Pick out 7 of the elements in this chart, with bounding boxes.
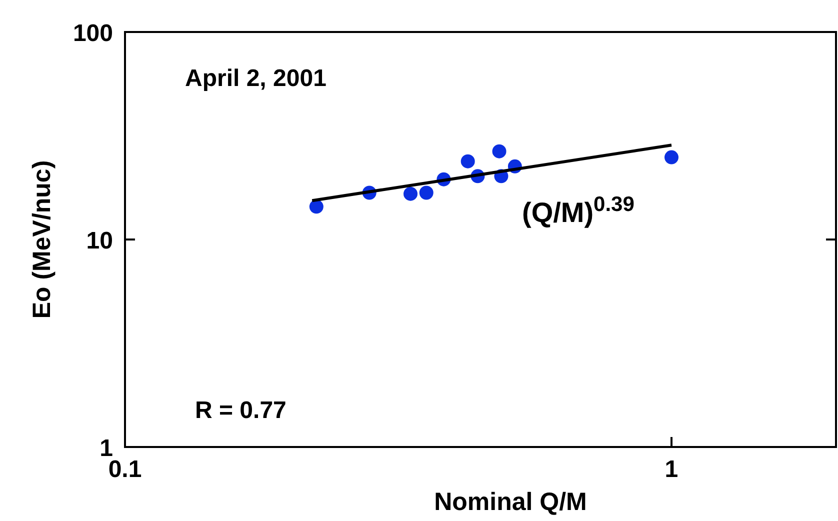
y-tick-label: 10 (86, 228, 113, 254)
annotation: (Q/M)$^{0.39}$ (522, 192, 634, 228)
annotation: April 2, 2001 (185, 65, 326, 92)
annotation: R = 0.77 (195, 397, 286, 424)
y-axis-title: Eo (MeV/nuc) (28, 160, 56, 319)
y-tick-label: 100 (72, 20, 113, 47)
x-axis-title: Nominal Q/M (434, 488, 587, 516)
